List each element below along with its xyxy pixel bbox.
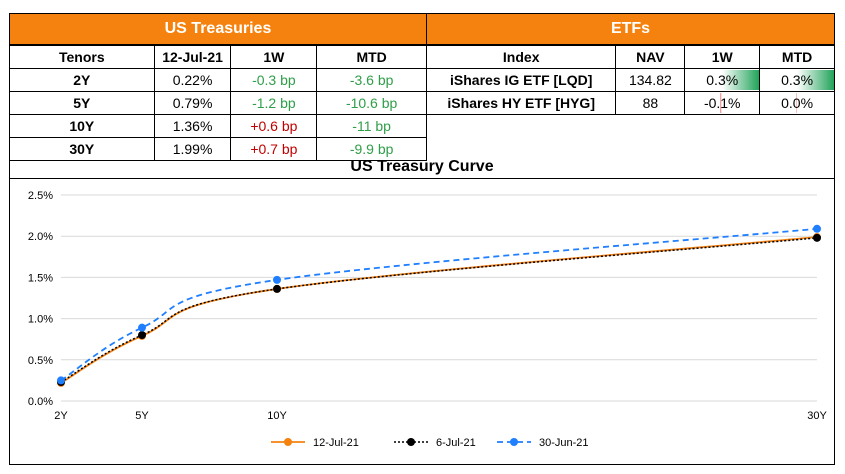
x-tick-label: 5Y [135,410,149,422]
tenor-cell: 5Y [9,91,155,115]
legend-label: 6-Jul-21 [436,437,476,449]
y-tick-label: 2.0% [28,231,53,243]
yield-cell: 0.22% [153,68,232,92]
data-point [138,323,146,332]
col-header-etf-1w: 1W [684,45,761,69]
table-row: 2Y 0.22% -0.3 bp -3.6 bp [9,68,427,92]
change-mtd-cell: -3.6 bp [316,68,427,92]
change-mtd-cell: -9.9 bp [316,137,427,161]
x-tick-label: 2Y [54,410,68,422]
chart-title: US Treasury Curve [9,155,835,179]
etf-1w-value: 0.3% [706,72,739,88]
yield-cell: 1.99% [153,137,232,161]
chart-container: 0.0% 0.5% 1.0% 1.5% 2.0% 2.5% 2Y 5Y 10Y 30Y 12-Jul… [9,179,835,465]
etf-nav-cell: 134.82 [615,68,686,92]
y-tick-label: 2.5% [28,190,53,202]
etf-1w-cell: 0.3% [684,68,761,92]
series-line-3 [60,227,818,382]
treasury-curve-chart: 0.0% 0.5% 1.0% 1.5% 2.0% 2.5% 2Y 5Y 10Y 30Y 12-Jul… [28,190,828,449]
y-tick-label: 1.5% [28,272,53,284]
tenor-cell: 2Y [9,68,155,92]
data-bar [797,70,834,90]
legend-marker [510,438,518,446]
etf-1w-cell: -0.1% [684,91,761,115]
data-bar [720,93,723,113]
series-line-1 [60,236,818,384]
legend-label: 12-Jul-21 [313,437,359,449]
data-point [813,224,821,233]
tenor-cell: 10Y [9,114,155,138]
col-header-date: 12-Jul-21 [153,45,232,69]
yield-cell: 0.79% [153,91,232,115]
change-mtd-cell: -11 bp [316,114,427,138]
change-mtd-cell: -10.6 bp [316,91,427,115]
etf-1w-value: -0.1% [703,95,741,111]
etfs-header-row: Index NAV 1W MTD [425,45,835,69]
col-header-1w: 1W [230,45,318,69]
legend-marker [407,438,415,446]
col-header-etf-mtd: MTD [759,45,835,69]
table-row: 30Y 1.99% +0.7 bp -9.9 bp [9,137,427,161]
y-tick-label: 1.0% [28,314,53,326]
y-tick-label: 0.0% [28,396,53,408]
x-tick-label: 10Y [267,410,287,422]
data-bar [722,70,760,90]
x-tick-label: 30Y [807,410,827,422]
change-1w-cell: -0.3 bp [230,68,318,92]
etf-mtd-value: 0.3% [781,72,814,88]
col-header-tenors: Tenors [9,45,155,69]
data-point [273,284,281,293]
table-row: 10Y 1.36% +0.6 bp -11 bp [9,114,427,138]
change-1w-cell: -1.2 bp [230,91,318,115]
table-row: 5Y 0.79% -1.2 bp -10.6 bp [9,91,427,115]
treasuries-header-row: Tenors 12-Jul-21 1W MTD [9,45,427,69]
data-point [138,331,146,340]
etf-mtd-cell: 0.0% [759,91,835,115]
etf-mtd-value: 0.0% [781,95,814,111]
etfs-header: ETFs [426,13,835,45]
etf-nav-cell: 88 [615,91,686,115]
col-header-mtd: MTD [316,45,427,69]
data-point [813,233,821,242]
legend-label: 30-Jun-21 [539,437,589,449]
legend-marker [284,438,292,446]
treasuries-header: US Treasuries [9,13,427,45]
table-row: iShares HY ETF [HYG] 88 -0.1% 0.0% [425,91,835,115]
table-row: iShares IG ETF [LQD] 134.82 0.3% 0.3% [425,68,835,92]
etfs-table: Index NAV 1W MTD iShares IG ETF [LQD] 13… [425,45,835,115]
change-1w-cell: +0.6 bp [230,114,318,138]
series-line-2 [60,237,818,383]
treasuries-table: Tenors 12-Jul-21 1W MTD 2Y 0.22% -0.3 bp… [9,45,427,161]
y-tick-label: 0.5% [28,355,53,367]
yield-cell: 1.36% [153,114,232,138]
data-point [273,275,281,284]
etf-name-cell: iShares HY ETF [HYG] [425,91,617,115]
col-header-index: Index [425,45,617,69]
col-header-nav: NAV [615,45,686,69]
etf-mtd-cell: 0.3% [759,68,835,92]
tenor-cell: 30Y [9,137,155,161]
data-bar [796,93,798,113]
etf-name-cell: iShares IG ETF [LQD] [425,68,617,92]
data-point [57,376,65,385]
